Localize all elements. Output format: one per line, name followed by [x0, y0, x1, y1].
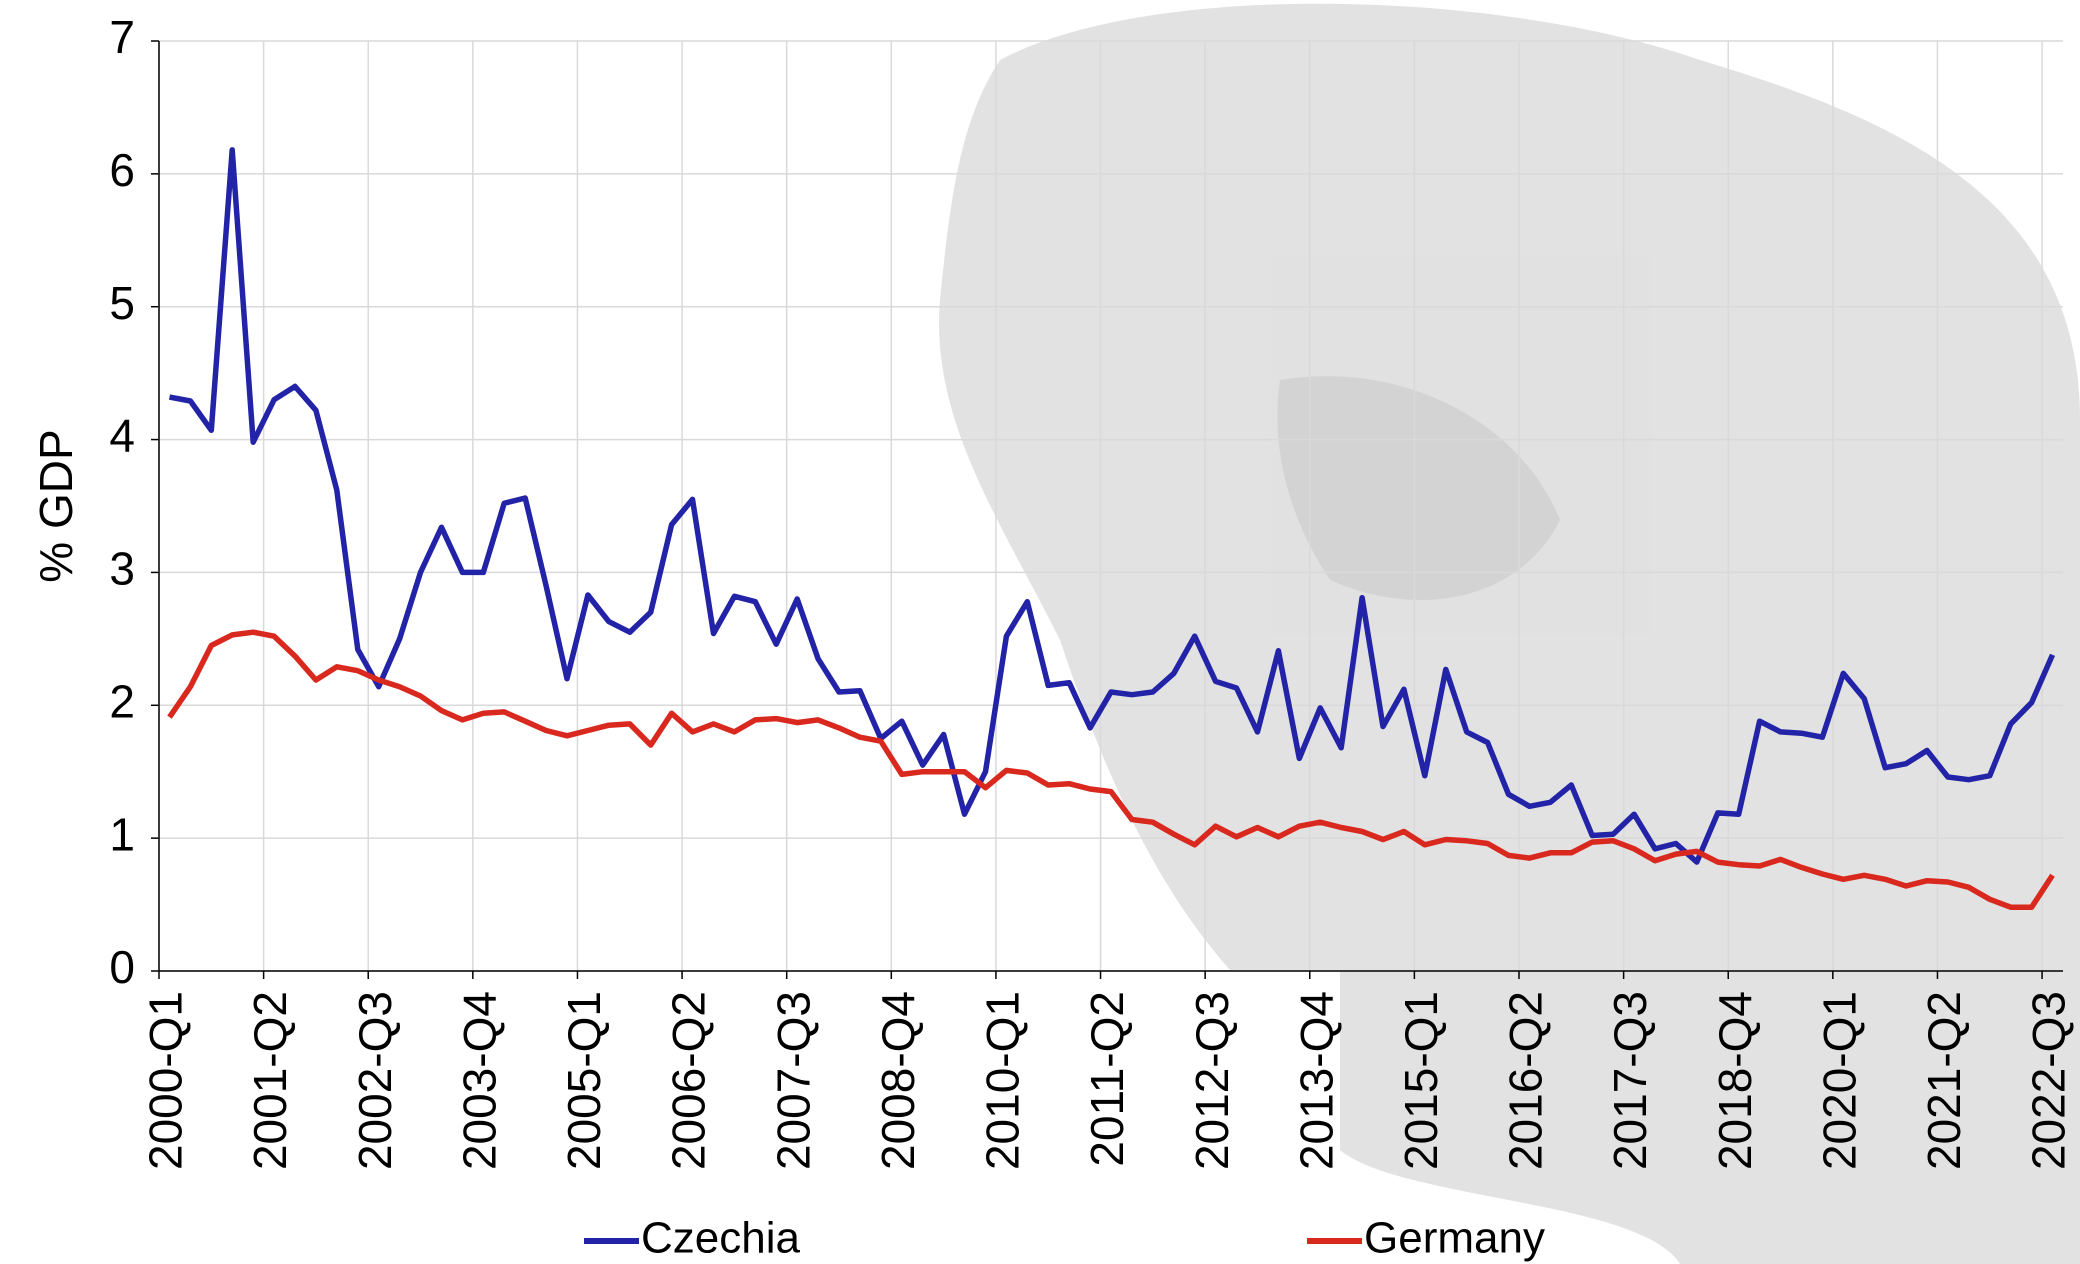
x-tick-label: 2006-Q2: [663, 991, 715, 1170]
x-tick-label: 2003-Q4: [453, 991, 505, 1170]
y-tick-label: 3: [109, 543, 135, 595]
legend-label: Germany: [1364, 1214, 1545, 1263]
x-tick-label: 2002-Q3: [349, 991, 401, 1170]
page: {"chart_data": {"type": "line", "y_label…: [0, 0, 2080, 1264]
x-tick-label: 2013-Q4: [1290, 991, 1342, 1170]
x-tick-label: 2022-Q3: [2023, 991, 2075, 1170]
x-tick-label: 2005-Q1: [558, 991, 610, 1170]
y-tick-label: 6: [109, 144, 135, 196]
x-tick-label: 2007-Q3: [767, 991, 819, 1170]
y-tick-label: 5: [109, 277, 135, 329]
y-tick-label: 4: [109, 410, 135, 462]
x-tick-label: 2010-Q1: [977, 991, 1029, 1170]
x-tick-label: 2008-Q4: [872, 991, 924, 1170]
legend-label: Czechia: [641, 1214, 800, 1263]
x-tick-label: 2015-Q1: [1395, 991, 1447, 1170]
x-tick-label: 2016-Q2: [1500, 991, 1552, 1170]
y-tick-label: 7: [109, 11, 135, 63]
y-tick-label: 0: [109, 941, 135, 993]
y-axis-label: % GDP: [30, 429, 82, 582]
x-tick-label: 2021-Q2: [1918, 991, 1970, 1170]
x-tick-label: 2018-Q4: [1709, 991, 1761, 1170]
x-tick-label: 2011-Q2: [1081, 991, 1133, 1167]
x-tick-label: 2020-Q1: [1813, 991, 1865, 1170]
y-tick-label: 2: [109, 675, 135, 727]
x-tick-label: 2001-Q2: [244, 991, 296, 1170]
chart: 0 1 2 3 4 5 6 7 2000-Q1 2001-Q2 2002-Q3 2003-Q4 2005…: [0, 0, 2080, 1264]
x-tick-label: 2000-Q1: [140, 991, 192, 1170]
y-tick-label: 1: [109, 808, 135, 860]
x-tick-label: 2017-Q3: [1604, 991, 1656, 1170]
x-tick-label: 2012-Q3: [1186, 991, 1238, 1170]
